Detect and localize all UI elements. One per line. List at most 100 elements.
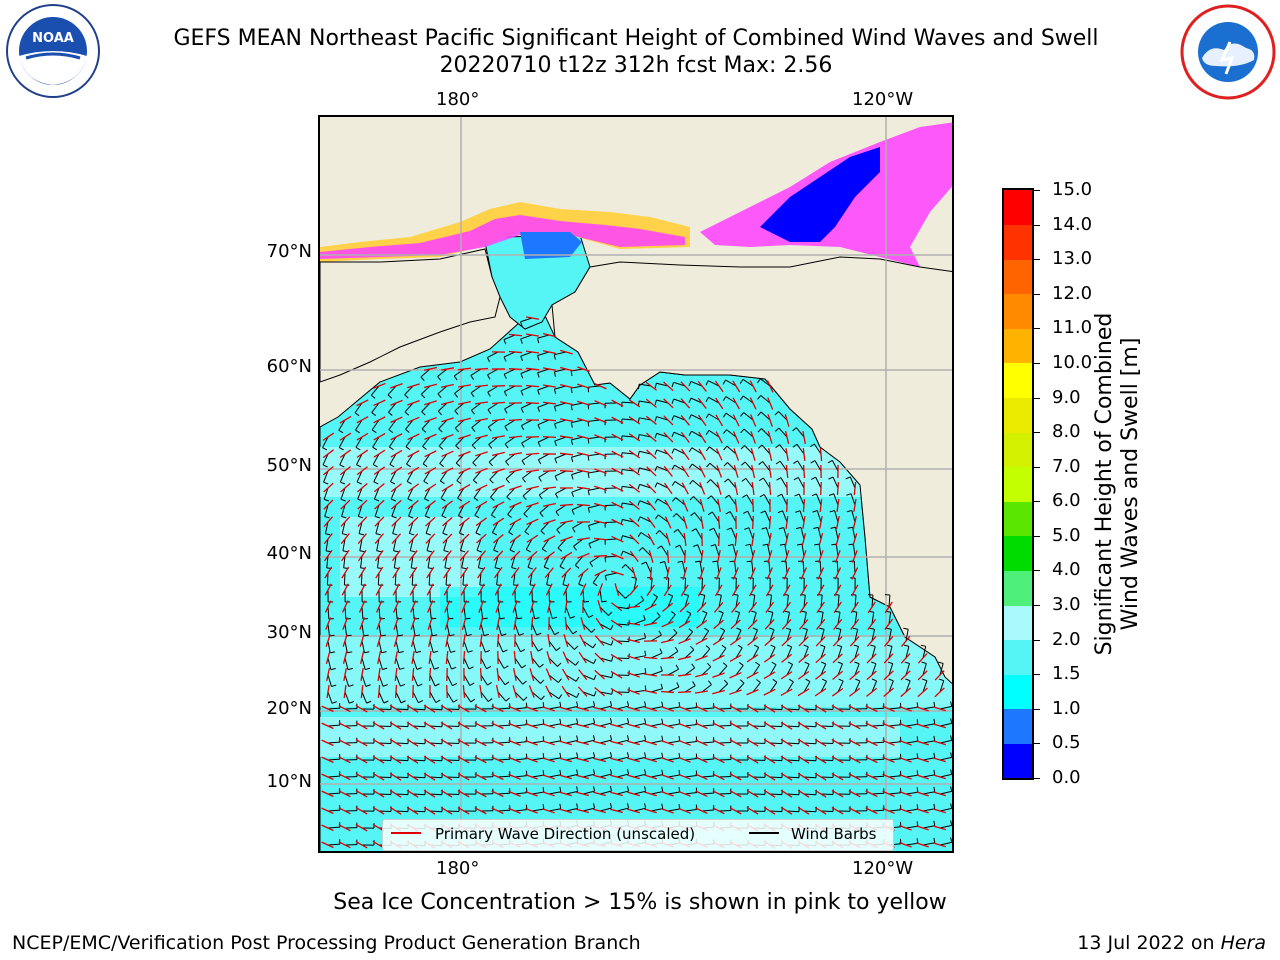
wave-arrow [530, 616, 534, 631]
wind-barb [548, 606, 553, 619]
wind-barb [691, 414, 703, 421]
wind-barb-flag [592, 769, 596, 775]
wind-barb-flag [592, 735, 596, 741]
wind-barb-flag [474, 514, 480, 519]
wave-arrow [530, 633, 533, 648]
wind-barb [454, 419, 465, 429]
wind-barb [371, 402, 380, 413]
wave-arrow [780, 789, 793, 798]
wind-barb [395, 674, 401, 687]
wind-barb-flag [342, 550, 348, 553]
wind-barb-flag [828, 493, 834, 496]
wave-arrow [715, 380, 724, 393]
wind-barb-flag [390, 481, 396, 485]
wind-barb [718, 665, 728, 676]
wind-barb-flag [640, 595, 645, 601]
wave-arrow [643, 673, 658, 677]
wave-arrow [389, 704, 402, 713]
colorbar-label: 9.0 [1052, 386, 1081, 408]
wave-arrow [731, 601, 741, 613]
wind-barb [714, 544, 720, 557]
wind-barb-flag [809, 443, 815, 448]
wind-barb-flag [712, 560, 718, 563]
wind-barb-flag [644, 701, 647, 707]
wind-barb-flag [570, 405, 573, 411]
wave-arrow [543, 333, 556, 338]
wind-barb [376, 555, 380, 568]
wind-barb [361, 640, 365, 653]
wave-arrow [476, 533, 487, 544]
wind-barb-flag [626, 718, 630, 724]
wind-barb [325, 538, 329, 551]
wind-barb [582, 773, 595, 778]
wind-barb [588, 385, 601, 388]
wind-barb-flag [829, 510, 835, 513]
wind-barb-flag [393, 550, 399, 553]
wind-barb [411, 572, 414, 586]
wind-barb [360, 555, 363, 568]
colorbar-segment [1004, 708, 1032, 744]
wind-barb-flag [502, 649, 508, 653]
wind-barb-flag [654, 514, 659, 520]
wind-barb-flag [707, 680, 712, 685]
wind-barb [684, 741, 697, 744]
wave-arrow [695, 807, 708, 815]
wave-arrow [546, 651, 552, 664]
wind-barb [599, 640, 612, 646]
wind-barb [656, 399, 669, 404]
wind-barb [375, 521, 380, 534]
wind-barb [324, 504, 329, 517]
colorbar-label: 6.0 [1052, 490, 1081, 512]
wind-barb [633, 689, 646, 693]
wind-barb [752, 612, 757, 625]
wind-barb [437, 385, 448, 395]
wind-barb [760, 411, 771, 421]
wind-barb [522, 487, 533, 497]
wave-arrow [831, 772, 844, 781]
wind-barb [412, 657, 418, 670]
wave-arrow [525, 791, 538, 797]
wind-barb-flag [473, 497, 479, 502]
wave-arrow [491, 435, 506, 439]
wave-arrow [458, 467, 471, 475]
wind-barb [656, 465, 669, 472]
wind-barb-flag [837, 661, 843, 665]
wind-barb-flag [323, 498, 330, 502]
wind-barb [837, 595, 840, 608]
wind-barb-flag [524, 531, 530, 536]
wind-barb-flag [777, 493, 782, 497]
wind-barb-flag [324, 516, 330, 519]
siberia-land [320, 248, 501, 383]
wind-barb-flag [759, 494, 765, 498]
wave-arrow [323, 499, 334, 510]
lon-label-120w-bottom: 120°W [852, 858, 914, 879]
wave-arrow [610, 808, 623, 814]
wind-barb [650, 808, 663, 812]
wave-arrow [661, 620, 674, 628]
wind-barb [420, 385, 431, 395]
wave-arrow [695, 637, 708, 645]
wind-barb [412, 776, 426, 779]
wind-barb [667, 757, 680, 761]
wave-arrow [338, 824, 351, 832]
wind-barb [905, 740, 918, 744]
wave-arrow [916, 740, 929, 746]
colorbar-tick [1032, 674, 1040, 676]
wind-barb [446, 623, 450, 636]
colorbar-label: 3.0 [1052, 594, 1081, 616]
wind-barb [524, 521, 533, 532]
wind-barb-flag [518, 633, 524, 636]
wind-barb [650, 791, 663, 795]
wave-arrow [780, 721, 793, 730]
wind-barb-flag [705, 645, 711, 650]
wind-barb-flag [938, 661, 944, 664]
wave-arrow [373, 449, 386, 458]
wind-barb-flag [482, 617, 488, 620]
wind-barb [832, 476, 839, 489]
wind-barb-flag [938, 678, 944, 682]
wave-arrow [678, 756, 691, 763]
wave-arrow [593, 537, 608, 541]
wind-barb-flag [620, 535, 623, 541]
wave-arrow [457, 400, 471, 405]
wind-barb [803, 810, 817, 813]
